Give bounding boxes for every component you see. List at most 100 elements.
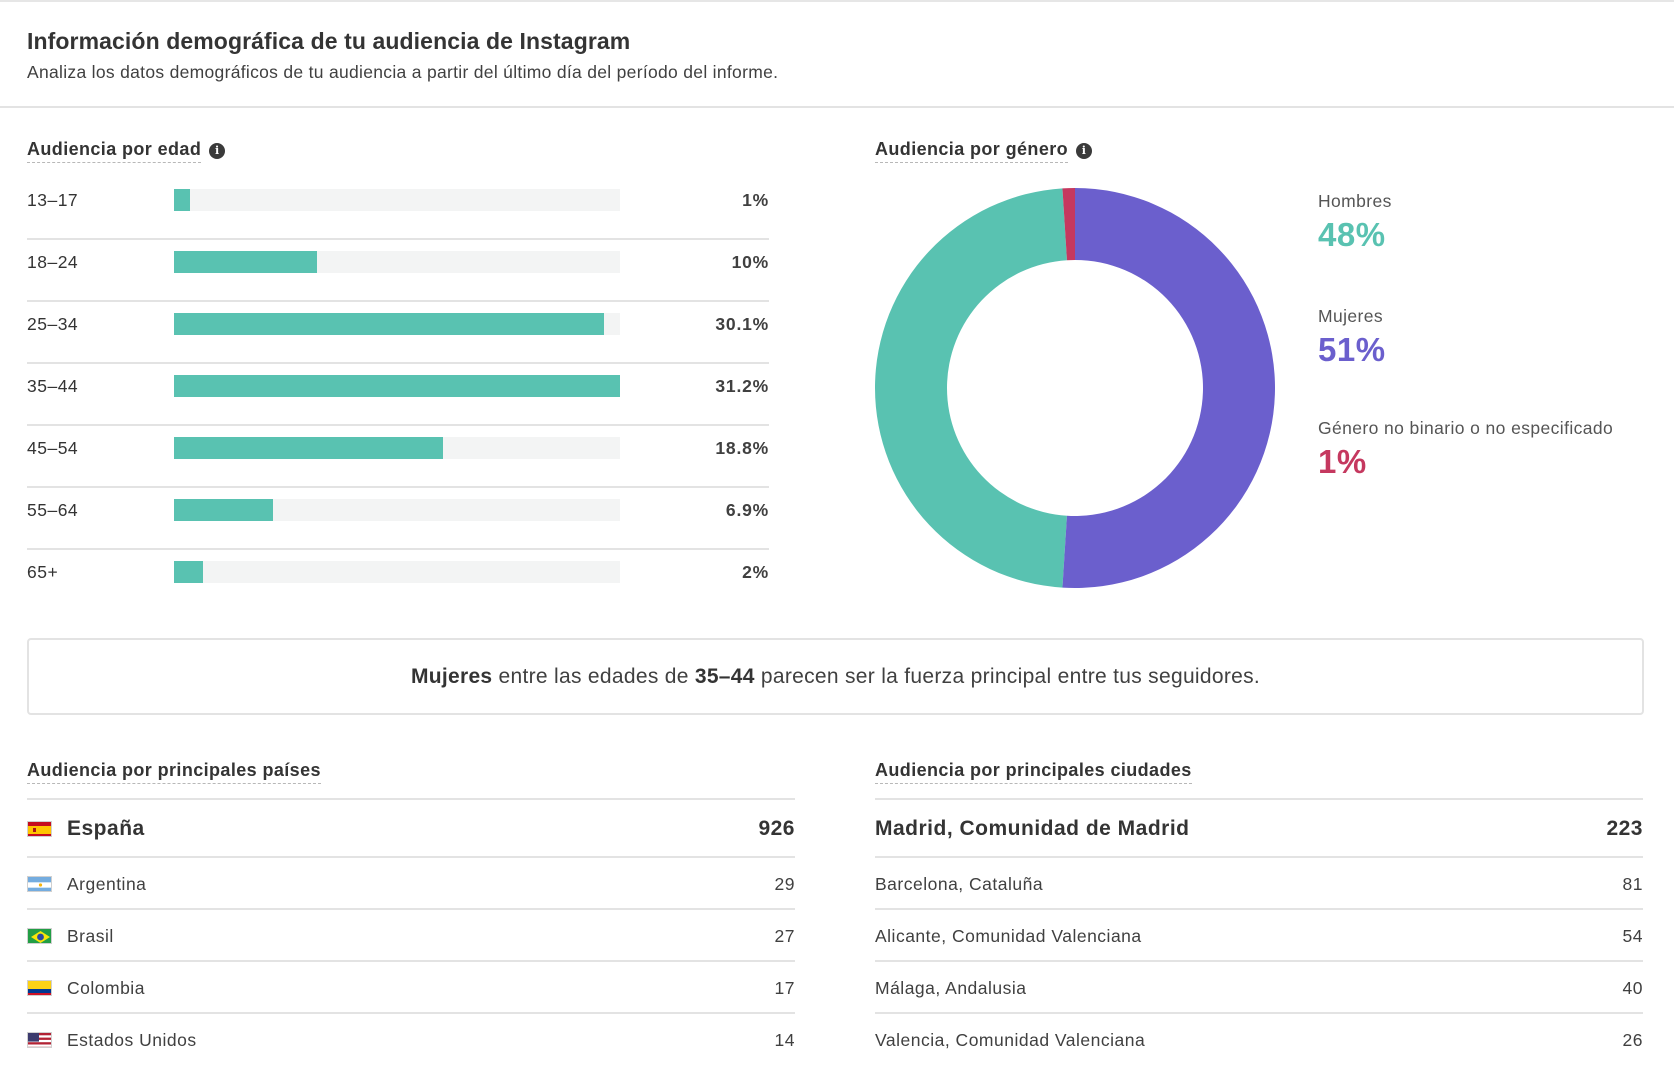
country-name: Colombia xyxy=(67,978,145,998)
age-bar-fill xyxy=(174,437,443,459)
country-name: Estados Unidos xyxy=(67,1030,197,1050)
city-value: 81 xyxy=(1622,874,1643,894)
page-title: Información demográfica de tu audiencia … xyxy=(27,28,631,54)
legend-value: 1% xyxy=(1318,443,1367,480)
age-bar-track xyxy=(174,437,620,459)
city-value: 223 xyxy=(1606,817,1643,840)
country-value: 27 xyxy=(774,926,795,946)
list-item: Valencia, Comunidad Valenciana 26 xyxy=(875,1014,1643,1066)
cities-list: Madrid, Comunidad de Madrid 223 Barcelon… xyxy=(875,798,1643,1066)
city-name: Madrid, Comunidad de Madrid xyxy=(875,817,1190,840)
age-value: 1% xyxy=(742,190,769,210)
age-label: 55–64 xyxy=(27,500,79,520)
city-value: 40 xyxy=(1622,978,1643,998)
list-item: Málaga, Andalusia 40 xyxy=(875,962,1643,1014)
age-row: 18–24 10% xyxy=(27,240,769,302)
age-value: 6.9% xyxy=(725,500,769,520)
city-name: Málaga, Andalusia xyxy=(875,978,1027,998)
gender-section-label: Audiencia por género xyxy=(875,139,1069,163)
age-row: 65+ 2% xyxy=(27,550,769,612)
age-bar-track xyxy=(174,499,620,521)
top-border xyxy=(0,0,1674,2)
legend-label: Mujeres xyxy=(1318,306,1384,326)
age-value: 30.1% xyxy=(715,314,769,334)
city-value: 54 xyxy=(1622,926,1643,946)
legend-value: 48% xyxy=(1318,216,1386,253)
country-name: España xyxy=(67,817,145,840)
country-value: 14 xyxy=(774,1030,795,1050)
country-value: 17 xyxy=(774,978,795,998)
age-bar-track xyxy=(174,375,620,397)
donut-segment-hombres[interactable] xyxy=(875,188,1067,588)
city-name: Barcelona, Cataluña xyxy=(875,874,1044,894)
cities-section-title: Audiencia por principales ciudades xyxy=(875,760,1192,784)
flag-usa-icon xyxy=(27,1032,52,1048)
city-name: Alicante, Comunidad Valenciana xyxy=(875,926,1142,946)
list-item: Estados Unidos 14 xyxy=(27,1014,795,1066)
insight-text: parecen ser la fuerza principal entre tu… xyxy=(754,665,1261,688)
age-label: 18–24 xyxy=(27,252,79,272)
insight-gender: Mujeres xyxy=(410,665,493,688)
age-row: 25–34 30.1% xyxy=(27,302,769,364)
info-icon[interactable]: i xyxy=(209,143,226,159)
age-label: 35–44 xyxy=(27,376,79,396)
age-bar-track xyxy=(174,313,620,335)
age-row: 55–64 6.9% xyxy=(27,488,769,550)
legend-label: Hombres xyxy=(1318,191,1392,211)
page-header: Información demográfica de tu audiencia … xyxy=(0,2,1674,108)
age-bar-fill xyxy=(174,375,620,397)
age-bar-fill xyxy=(174,313,605,335)
age-bar-fill xyxy=(174,561,203,583)
countries-section-label: Audiencia por principales países xyxy=(27,760,321,784)
legend-hombres: Hombres 48% xyxy=(1318,191,1392,254)
country-value: 29 xyxy=(774,874,795,894)
legend-no-binario: Género no binario o no especificado 1% xyxy=(1318,418,1613,481)
info-icon[interactable]: i xyxy=(1076,143,1093,159)
list-item: Barcelona, Cataluña 81 xyxy=(875,858,1643,910)
list-item: Colombia 17 xyxy=(27,962,795,1014)
donut-segment-mujeres[interactable] xyxy=(1062,188,1275,588)
insight-text: entre las edades de xyxy=(492,665,695,688)
list-item: Alicante, Comunidad Valenciana 54 xyxy=(875,910,1643,962)
age-bar-track xyxy=(174,561,620,583)
city-value: 26 xyxy=(1622,1030,1643,1050)
list-item: Madrid, Comunidad de Madrid 223 xyxy=(875,800,1643,858)
country-name: Argentina xyxy=(67,874,147,894)
gender-donut-chart xyxy=(875,188,1275,588)
countries-section-title: Audiencia por principales países xyxy=(27,760,321,784)
age-row: 45–54 18.8% xyxy=(27,426,769,488)
age-row: 13–17 1% xyxy=(27,178,769,240)
age-label: 45–54 xyxy=(27,438,79,458)
age-row: 35–44 31.2% xyxy=(27,364,769,426)
age-bar-track xyxy=(174,251,620,273)
country-name: Brasil xyxy=(67,926,114,946)
age-label: 25–34 xyxy=(27,314,79,334)
cities-section-label: Audiencia por principales ciudades xyxy=(875,760,1192,784)
age-bar-fill xyxy=(174,251,317,273)
flag-spain-icon xyxy=(27,821,52,837)
flag-colombia-icon xyxy=(27,980,52,996)
age-section-label: Audiencia por edad xyxy=(27,139,202,163)
age-value: 2% xyxy=(742,562,769,582)
donut-segment-no-binario[interactable] xyxy=(1062,188,1075,261)
flag-brazil-icon xyxy=(27,928,52,944)
age-label: 13–17 xyxy=(27,190,79,210)
gender-section-title: Audiencia por género i xyxy=(875,139,1093,163)
insight-age: 35–44 xyxy=(694,665,755,688)
page-subtitle: Analiza los datos demográficos de tu aud… xyxy=(27,62,779,82)
age-label: 65+ xyxy=(27,562,59,582)
insight-banner: Mujeres entre las edades de 35–44 parece… xyxy=(27,638,1644,715)
city-name: Valencia, Comunidad Valenciana xyxy=(875,1030,1146,1050)
list-item: Argentina 29 xyxy=(27,858,795,910)
age-bar-fill xyxy=(174,189,190,211)
age-bar-track xyxy=(174,189,620,211)
age-value: 10% xyxy=(731,252,769,272)
legend-value: 51% xyxy=(1318,331,1386,368)
age-value: 18.8% xyxy=(715,438,769,458)
list-item: Brasil 27 xyxy=(27,910,795,962)
list-item: España 926 xyxy=(27,800,795,858)
age-value: 31.2% xyxy=(715,376,769,396)
age-section-title: Audiencia por edad i xyxy=(27,139,226,163)
legend-mujeres: Mujeres 51% xyxy=(1318,306,1386,369)
flag-argentina-icon xyxy=(27,876,52,892)
